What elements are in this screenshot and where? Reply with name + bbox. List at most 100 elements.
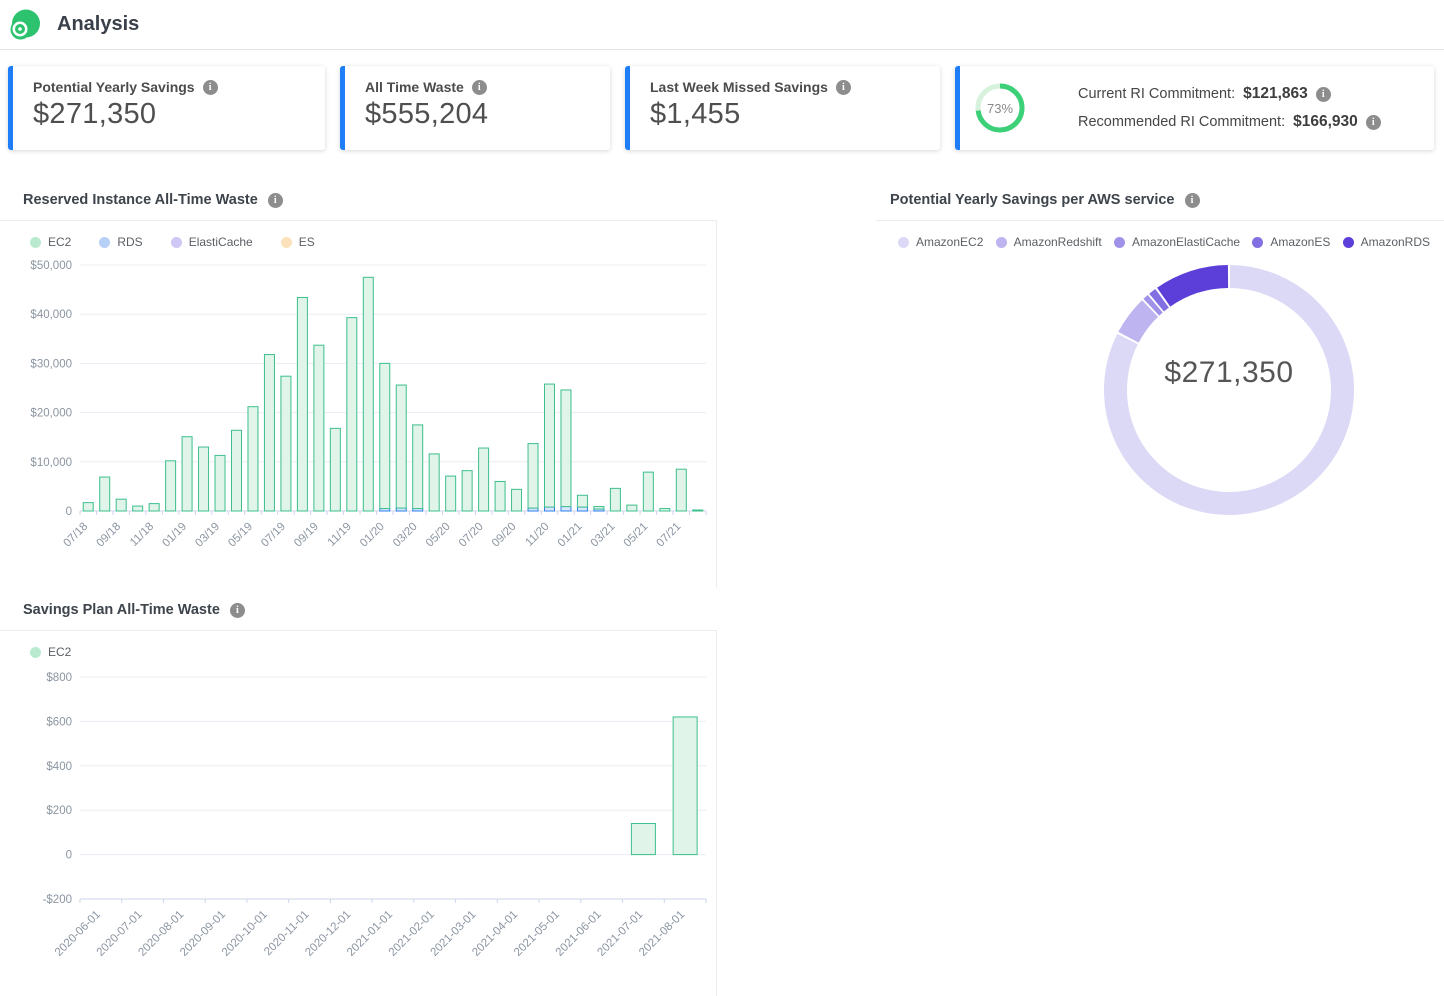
ri-utilization-ring: 73% <box>975 83 1025 133</box>
savings-per-service-section: Potential Yearly Savings per AWS service… <box>876 150 1444 546</box>
svg-text:05/19: 05/19 <box>226 521 255 550</box>
stat-card-potential-yearly-savings: Potential Yearly Savings i $271,350 <box>8 66 325 150</box>
commit-value: $121,863 <box>1243 85 1308 102</box>
ri-waste-chart-panel: EC2 RDS ElastiCache ES $50,000 $40,000 $30,00… <box>0 220 717 588</box>
svg-text:11/18: 11/18 <box>128 521 156 549</box>
legend-label: RDS <box>117 235 143 249</box>
svg-text:$10,000: $10,000 <box>30 457 72 469</box>
ri-waste-chart-section: Reserved Instance All-Time Waste i EC2 RD… <box>0 150 876 588</box>
legend-dot-icon <box>99 236 111 248</box>
ri-waste-legend: EC2 RDS ElastiCache ES <box>0 221 716 251</box>
legend-dot-icon <box>1342 236 1354 248</box>
legend-label: ElastiCache <box>188 235 253 249</box>
commit-value: $166,930 <box>1293 113 1358 130</box>
info-icon[interactable]: i <box>229 602 245 618</box>
ri-waste-chart-canvas[interactable]: $50,000 $40,000 $30,000 $20,000 $10,000 0 07/1… <box>0 251 717 583</box>
svg-text:01/20: 01/20 <box>358 521 387 550</box>
legend-label: AmazonEC2 <box>916 235 984 249</box>
svg-text:03/19: 03/19 <box>193 521 222 550</box>
svg-text:$400: $400 <box>46 761 72 773</box>
svg-text:$600: $600 <box>46 716 72 728</box>
sp-waste-chart-canvas[interactable]: $800$600$400$2000-$2002020-06-012020-07-… <box>0 661 717 991</box>
svg-text:01/21: 01/21 <box>556 521 585 550</box>
svg-text:09/18: 09/18 <box>94 521 123 550</box>
stat-card-value: $555,204 <box>365 98 489 130</box>
svg-text:03/20: 03/20 <box>391 521 420 550</box>
svg-text:2021-08-01: 2021-08-01 <box>637 909 687 959</box>
info-icon[interactable]: i <box>1184 192 1200 208</box>
svg-text:03/21: 03/21 <box>589 521 618 550</box>
legend-dot-icon <box>280 236 292 248</box>
info-icon[interactable]: i <box>1365 114 1381 130</box>
legend-item[interactable]: ES <box>280 235 315 249</box>
svg-text:$40,000: $40,000 <box>30 309 72 321</box>
chart-title: Reserved Instance All-Time Waste <box>23 192 258 208</box>
legend-label: AmazonElastiCache <box>1131 235 1241 249</box>
svg-text:11/19: 11/19 <box>326 521 354 549</box>
main-content: Reserved Instance All-Time Waste i EC2 RD… <box>0 150 1444 996</box>
svg-text:07/21: 07/21 <box>655 521 684 550</box>
recommended-ri-commitment-line: Recommended RI Commitment: $166,930 i <box>1078 113 1381 131</box>
info-icon[interactable]: i <box>267 192 283 208</box>
stat-card-value: $271,350 <box>33 98 157 130</box>
svg-text:07/18: 07/18 <box>62 521 91 550</box>
info-icon[interactable]: i <box>202 79 218 95</box>
svg-text:01/19: 01/19 <box>160 521 189 550</box>
svg-text:$30,000: $30,000 <box>30 358 72 370</box>
legend-item[interactable]: AmazonElastiCache <box>1113 235 1241 249</box>
chart-title: Potential Yearly Savings per AWS service <box>890 192 1175 208</box>
sp-waste-legend: EC2 <box>0 631 716 661</box>
legend-dot-icon <box>995 236 1007 248</box>
legend-label: ES <box>298 235 315 249</box>
legend-item[interactable]: EC2 <box>30 235 71 249</box>
legend-label: AmazonRDS <box>1360 235 1430 249</box>
legend-label: EC2 <box>48 235 72 249</box>
svg-text:0: 0 <box>66 850 72 862</box>
svg-text:11/20: 11/20 <box>523 521 551 549</box>
legend-item[interactable]: RDS <box>99 235 143 249</box>
stat-card-label: Last Week Missed Savings <box>650 79 828 95</box>
legend-dot-icon <box>1113 236 1125 248</box>
chart-title: Savings Plan All-Time Waste <box>23 602 220 618</box>
sp-waste-chart-section: Savings Plan All-Time Waste i EC2 $800 $6… <box>0 588 876 996</box>
legend-label: EC2 <box>48 645 72 659</box>
savings-per-service-panel: AmazonEC2 AmazonRedshift AmazonElastiCache… <box>876 220 1444 546</box>
info-icon[interactable]: i <box>835 79 851 95</box>
svg-text:09/19: 09/19 <box>292 521 321 550</box>
svg-text:-$200: -$200 <box>43 894 72 906</box>
legend-dot-icon <box>30 646 41 658</box>
legend-dot-icon <box>1252 236 1264 248</box>
svg-text:05/20: 05/20 <box>424 521 453 550</box>
svg-text:09/20: 09/20 <box>490 521 519 550</box>
legend-item[interactable]: ElastiCache <box>170 235 253 249</box>
stat-card-label: Potential Yearly Savings <box>33 79 195 95</box>
donut-center-label: $271,350 <box>1164 356 1293 389</box>
legend-item[interactable]: AmazonEC2 <box>898 235 983 249</box>
stat-card-value: $1,455 <box>650 98 741 130</box>
info-icon[interactable]: i <box>471 79 487 95</box>
legend-label: AmazonES <box>1270 235 1331 249</box>
legend-item[interactable]: AmazonES <box>1252 235 1330 249</box>
summary-cards: Potential Yearly Savings i $271,350 All … <box>0 50 1444 150</box>
info-icon[interactable]: i <box>1315 86 1331 102</box>
legend-dot-icon <box>898 236 909 248</box>
legend-item[interactable]: AmazonRDS <box>1342 235 1430 249</box>
svg-text:$200: $200 <box>46 805 72 817</box>
commit-label: Current RI Commitment: <box>1078 86 1236 102</box>
sp-waste-chart-panel: EC2 $800 $600 $400 $200 0 -$200 2020-06-01 2020… <box>0 630 717 996</box>
ring-progress-arc <box>975 83 1025 133</box>
ring-percent-label: 73% <box>987 101 1013 116</box>
page-title: Analysis <box>57 13 140 35</box>
legend-item[interactable]: EC2 <box>30 645 71 659</box>
svg-text:07/19: 07/19 <box>259 521 288 550</box>
savings-per-service-donut-canvas[interactable]: $271,350 <box>876 251 1444 541</box>
app-logo-icon <box>10 9 40 39</box>
svg-text:$20,000: $20,000 <box>30 408 72 420</box>
stat-card-last-week-missed-savings: Last Week Missed Savings i $1,455 <box>625 66 940 150</box>
stat-card-ri-commitment: 73% Current RI Commitment: $121,863 i Re… <box>955 66 1434 150</box>
svg-text:05/21: 05/21 <box>622 521 651 550</box>
legend-item[interactable]: AmazonRedshift <box>995 235 1102 249</box>
svg-text:07/20: 07/20 <box>457 521 486 550</box>
svg-text:$800: $800 <box>46 672 72 684</box>
app-header: Analysis <box>0 0 1444 50</box>
